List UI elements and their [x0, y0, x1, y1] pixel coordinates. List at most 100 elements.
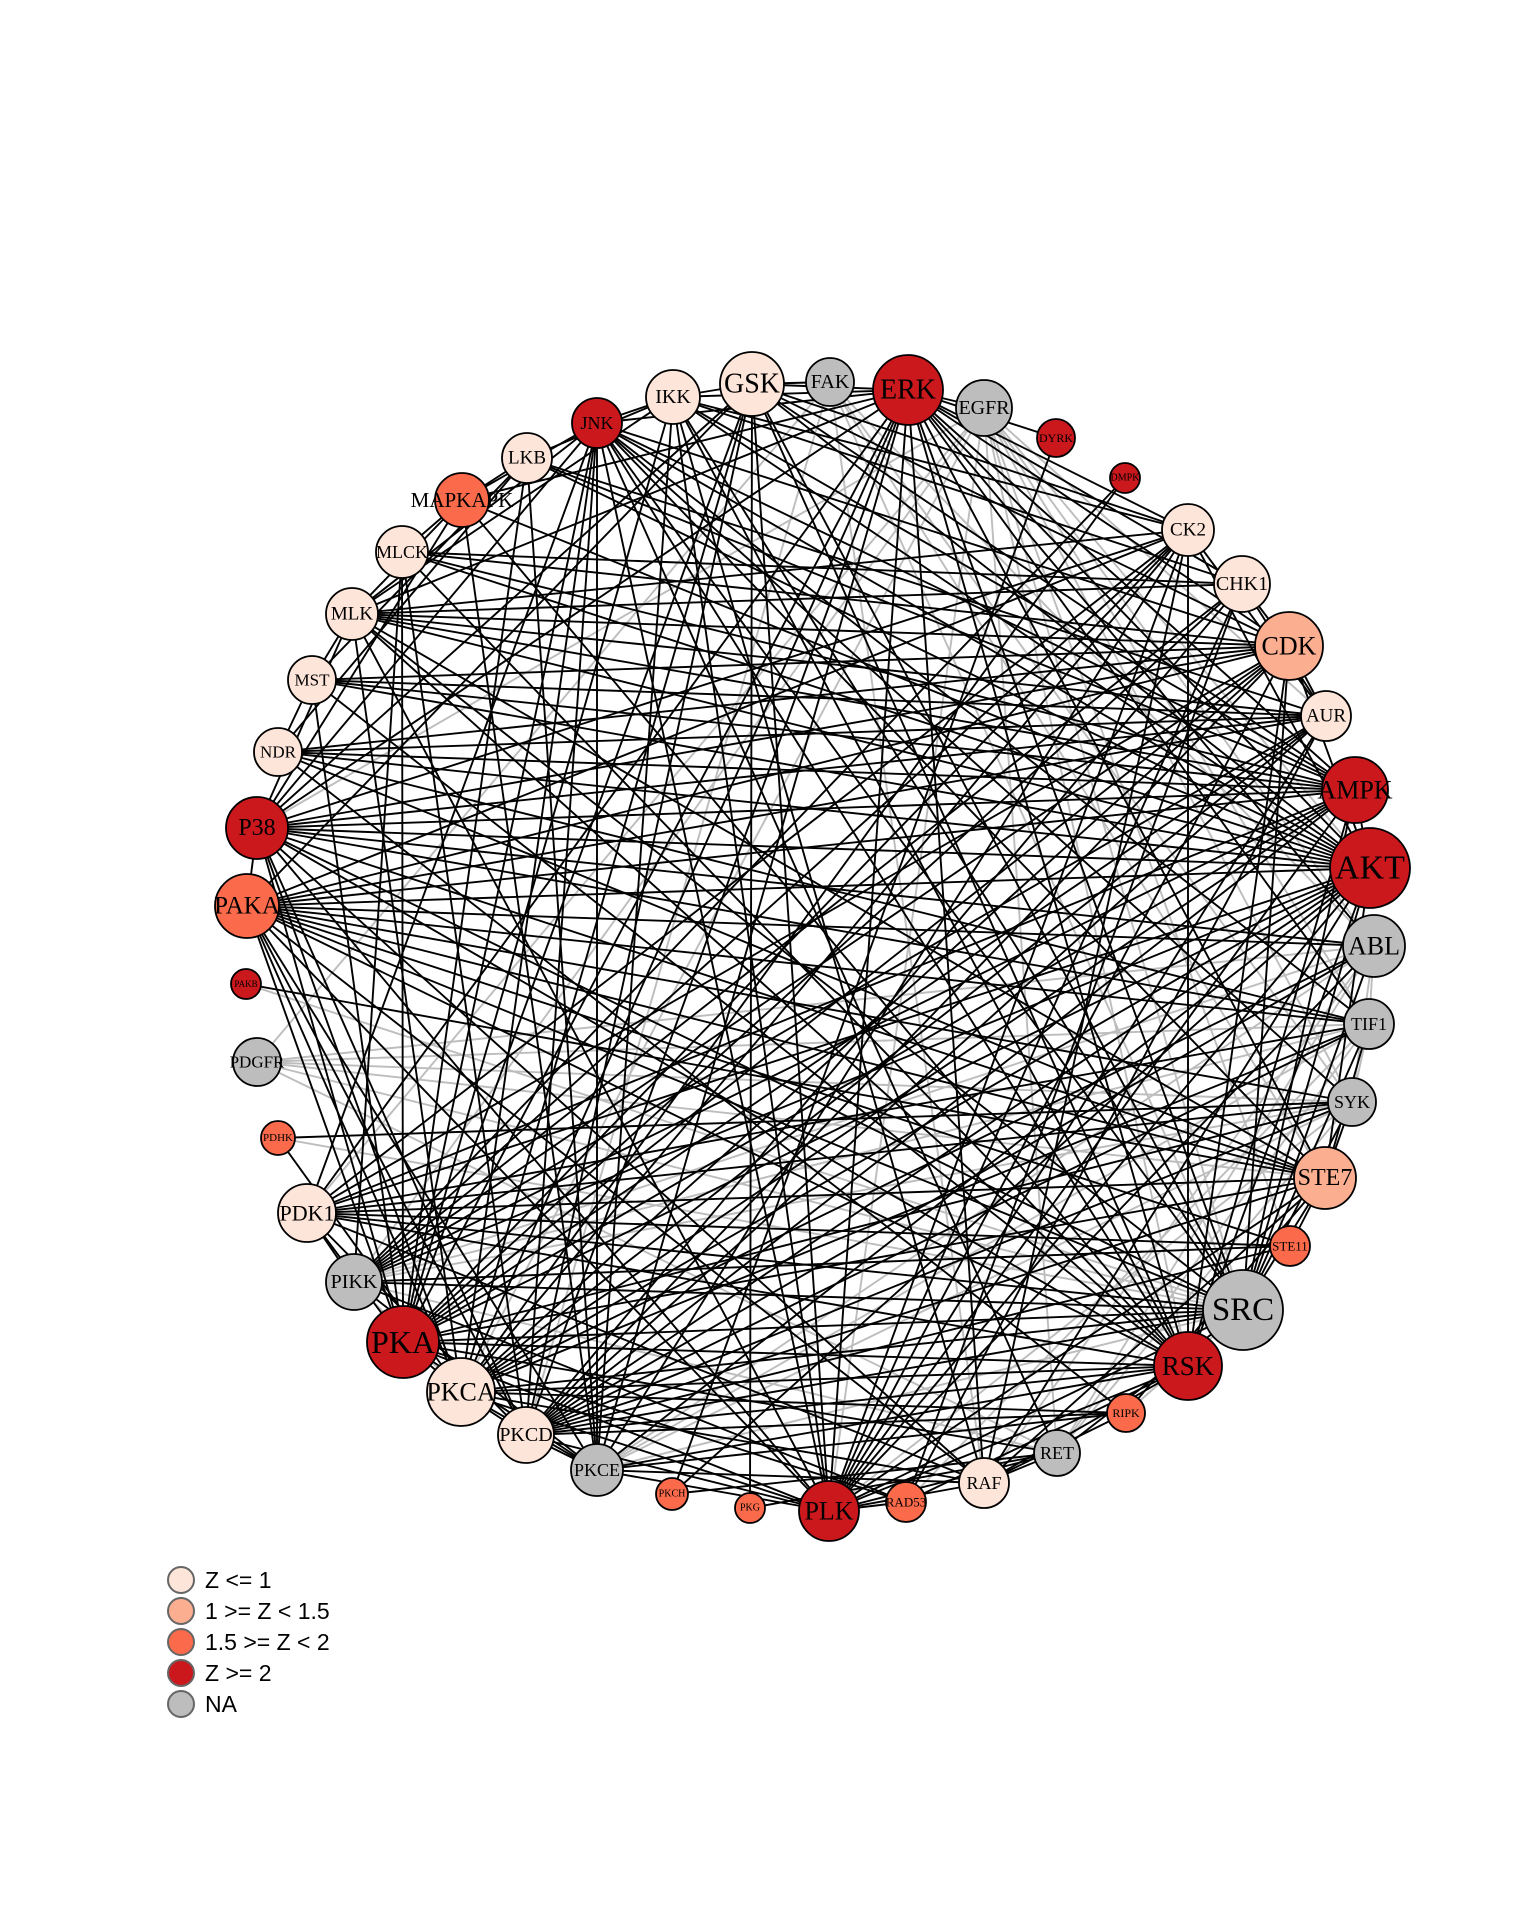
- node-circle-ste11: [1269, 1225, 1311, 1267]
- edge-pkca-rsk: [460, 1365, 1189, 1393]
- edge-cdk-mlk: [351, 613, 1290, 647]
- edge-gsk-cdk: [751, 383, 1290, 647]
- node-label-ampk: AMPK: [1317, 776, 1392, 805]
- light-edge-egfr-p38: [256, 407, 985, 829]
- node-circle-egfr: [955, 379, 1013, 437]
- edge-ripk-ndr: [277, 751, 1127, 1414]
- legend-item-1-5-z-2: 1.5 >= Z < 2: [167, 1628, 330, 1656]
- node-syk: SYK: [1327, 1077, 1377, 1127]
- node-label-lkb: LKB: [508, 448, 546, 469]
- node-label-pka: PKA: [371, 1324, 435, 1360]
- node-rsk: RSK: [1153, 1331, 1223, 1401]
- edge-paka-ampk: [246, 789, 1356, 907]
- node-label-ret: RET: [1040, 1443, 1074, 1463]
- node-ripk: RIPK: [1106, 1393, 1146, 1433]
- edge-ampk-pkcd: [525, 789, 1356, 1436]
- node-label-ste7: STE7: [1298, 1165, 1353, 1191]
- node-label-pdk1: PDK1: [279, 1201, 334, 1226]
- node-label-ndr: NDR: [260, 743, 297, 762]
- node-pkg: PKG: [734, 1492, 766, 1524]
- edge-akt-mapkapk: [461, 499, 1371, 869]
- edge-pkca-mlk: [351, 613, 462, 1393]
- node-paka: PAKA: [214, 873, 280, 939]
- edge-ck2-aur: [1187, 529, 1327, 717]
- edge-mlck-rsk: [401, 551, 1189, 1367]
- edge-ck2-pikk: [353, 529, 1189, 1283]
- edge-ndr-tif1: [277, 751, 1370, 1025]
- node-erk: ERK: [872, 354, 944, 426]
- network-nodes: GSK FAK ERK EGFR DYRK DMPK CK2 CHK1 CDK AUR AMPK AK…: [214, 351, 1411, 1542]
- edge-raf-pkce: [596, 1469, 985, 1484]
- edge-mapkapk-pkce: [461, 499, 598, 1471]
- node-circle-mst: [287, 655, 337, 705]
- edge-pka-pkce: [402, 1341, 598, 1471]
- edge-akt-mlk: [351, 613, 1371, 869]
- edge-p38-plk: [256, 827, 830, 1512]
- node-label-ck2: CK2: [1170, 520, 1206, 541]
- edge-ampk-ndr: [277, 751, 1356, 791]
- node-circle-pakb: [230, 968, 262, 1000]
- edge-cdk-src: [1242, 645, 1290, 1311]
- node-pakb: PAKB: [230, 968, 262, 1000]
- edge-akt-ikk: [672, 396, 1371, 869]
- node-label-akt: AKT: [1335, 850, 1405, 887]
- node-label-chk1: CHK1: [1216, 573, 1268, 595]
- node-raf: RAF: [958, 1457, 1010, 1509]
- edge-erk-abl: [907, 389, 1375, 947]
- node-circle-pdgfr: [232, 1037, 282, 1087]
- edge-pka-ret: [402, 1341, 1058, 1454]
- edge-akt-mlck: [401, 551, 1371, 869]
- node-ste11: STE11: [1269, 1225, 1311, 1267]
- node-lkb: LKB: [501, 432, 553, 484]
- edge-rsk-plk: [828, 1365, 1189, 1512]
- node-circle-chk1: [1213, 555, 1271, 613]
- node-label-ikk: IKK: [655, 386, 691, 408]
- edge-pkca-abl: [460, 945, 1375, 1393]
- node-label-pkch: PKCH: [659, 1489, 686, 1500]
- edge-lkb-aur: [526, 457, 1327, 717]
- node-pikk: PIKK: [325, 1253, 383, 1311]
- edge-p38-aur: [256, 715, 1327, 829]
- node-ndr: NDR: [253, 727, 303, 777]
- edge-mlk-ck2: [351, 529, 1189, 615]
- edge-pkca-jnk: [460, 422, 598, 1393]
- edge-ampk-plk: [828, 789, 1356, 1512]
- node-label-raf: RAF: [966, 1473, 1001, 1493]
- node-circle-pkce: [570, 1443, 624, 1497]
- edge-rsk-mlk: [351, 613, 1189, 1367]
- edge-plk-ck2: [828, 529, 1189, 1512]
- light-edge-fak-raf: [829, 381, 985, 1484]
- edge-pkcd-aur: [525, 715, 1327, 1436]
- edge-plk-chk1: [828, 583, 1243, 1512]
- node-circle-pdk1: [277, 1183, 337, 1243]
- edge-pkcd-chk1: [525, 583, 1243, 1436]
- edge-gsk-pkg: [749, 383, 753, 1509]
- edge-aur-pikk: [353, 715, 1327, 1283]
- node-circle-erk: [872, 354, 944, 426]
- node-jnk: JNK: [571, 397, 623, 449]
- node-mapkapk: MAPKAPK: [411, 472, 513, 528]
- edge-pkcd-tif1: [525, 1023, 1370, 1436]
- node-circle-ampk: [1321, 756, 1389, 824]
- node-label-aur: AUR: [1306, 706, 1346, 727]
- legend-item-na: NA: [167, 1690, 238, 1718]
- edge-pkca-ripk: [460, 1391, 1127, 1414]
- edge-mlk-aur: [351, 613, 1327, 717]
- edge-pkca-raf: [460, 1391, 985, 1484]
- node-dmpk: DMPK: [1109, 462, 1141, 494]
- edge-pdk1-raf: [306, 1212, 985, 1484]
- edge-mst-rsk: [311, 679, 1189, 1367]
- edge-chk1-pikk: [353, 583, 1243, 1283]
- edge-erk-mlk: [351, 389, 909, 615]
- node-label-rad53: RAD53: [886, 1495, 926, 1510]
- edge-ampk-jnk: [596, 422, 1356, 791]
- node-circle-fak: [805, 357, 855, 407]
- node-gsk: GSK: [719, 351, 785, 417]
- edge-paka-pkcd: [246, 905, 527, 1436]
- edge-rsk-ampk: [1187, 789, 1356, 1367]
- edge-rsk-paka: [246, 905, 1189, 1367]
- node-circle-gsk: [719, 351, 785, 417]
- edge-ck2-pkce: [596, 529, 1189, 1471]
- node-label-fak: FAK: [811, 371, 850, 393]
- node-circle-lkb: [501, 432, 553, 484]
